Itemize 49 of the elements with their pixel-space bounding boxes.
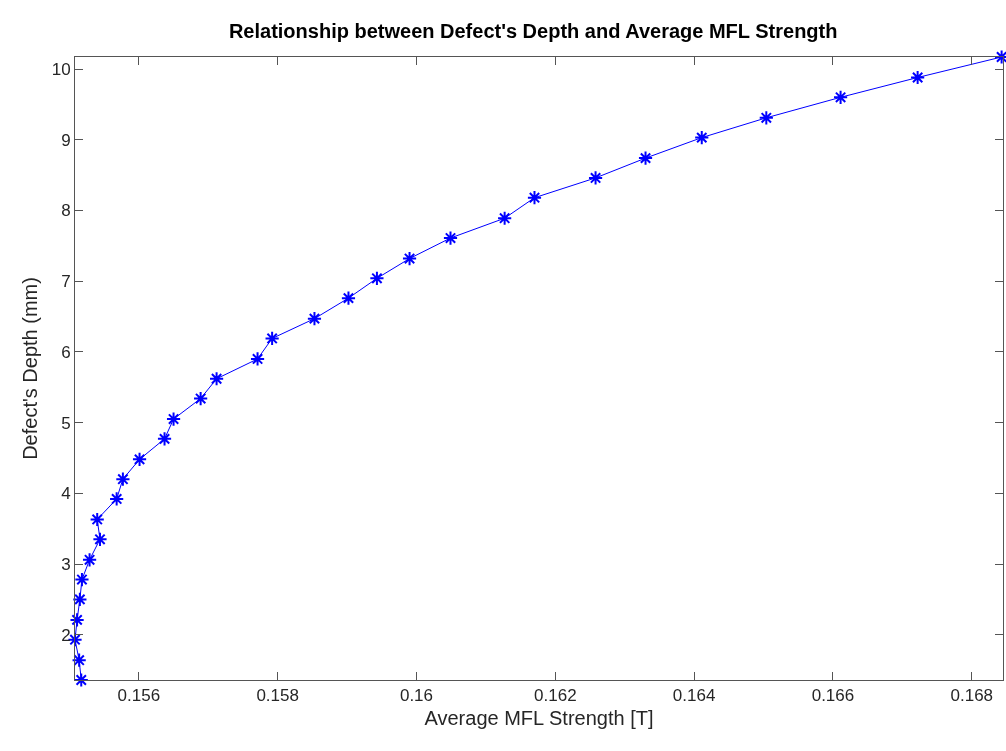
- point: [74, 571, 90, 588]
- x-tick-label: 0.156: [117, 686, 161, 706]
- point: [497, 210, 513, 226]
- point: [131, 451, 148, 467]
- point: [758, 110, 774, 126]
- point: [306, 311, 323, 327]
- point: [156, 431, 173, 447]
- point: [165, 411, 182, 427]
- point: [73, 672, 89, 688]
- x-tick-label: 0.168: [950, 686, 994, 706]
- y-tick-label: 10: [51, 59, 71, 79]
- y-tick-label: 4: [61, 484, 71, 504]
- x-tick-label: 0.166: [811, 686, 855, 706]
- y-tick-label: 9: [61, 130, 71, 150]
- point: [694, 130, 710, 146]
- point: [71, 652, 87, 668]
- point: [115, 471, 131, 487]
- point: [369, 270, 385, 286]
- point: [69, 612, 85, 628]
- point: [89, 511, 105, 528]
- point: [264, 330, 280, 347]
- y-tick-label: 3: [61, 554, 71, 574]
- point: [72, 591, 88, 607]
- x-axis-title: Average MFL Strength [T]: [424, 706, 654, 729]
- point: [193, 390, 209, 407]
- x-tick-label: 0.158: [256, 686, 299, 706]
- point: [92, 531, 108, 547]
- y-tick-label: 5: [61, 413, 71, 433]
- point: [81, 552, 98, 568]
- x-tick-label: 0.164: [672, 686, 716, 706]
- point: [832, 89, 849, 105]
- point: [526, 190, 543, 206]
- point: [401, 250, 418, 267]
- point: [249, 351, 266, 367]
- chart-title: Relationship between Defect's Depth and Average MFL Strength: [228, 20, 838, 42]
- point: [109, 491, 125, 507]
- x-tick-label: 0.16: [399, 686, 434, 706]
- point: [208, 371, 225, 387]
- y-tick-label: 2: [61, 625, 71, 645]
- y-tick-label: 7: [61, 272, 71, 292]
- y-tick-label: 6: [61, 342, 71, 362]
- x-tick-label: 0.162: [534, 686, 577, 706]
- point: [910, 69, 926, 86]
- point: [637, 150, 654, 166]
- y-tick-label: 8: [61, 201, 71, 221]
- y-axis-title: Defect's Depth (mm): [19, 277, 42, 460]
- point: [442, 230, 459, 246]
- point: [587, 170, 604, 186]
- point: [340, 290, 357, 306]
